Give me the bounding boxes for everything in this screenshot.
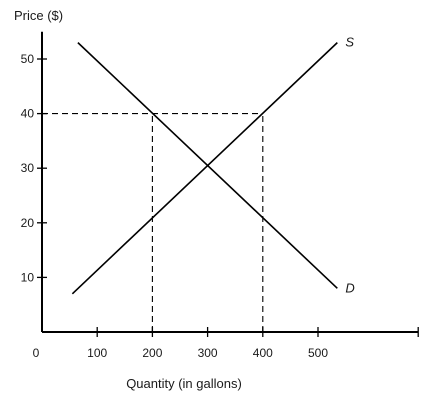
curves: SD [71,35,355,295]
y-tick-label-20: 20 [21,216,35,230]
axes [41,31,419,337]
x-tick-label-400: 400 [253,346,273,360]
x-tick-label-100: 100 [87,346,107,360]
ticks: 10 20 30 40 50 100 200 300 400 500 [21,52,329,360]
curve-label-d: D [345,280,354,295]
y-tick-label-40: 40 [21,107,35,121]
reference-lines [42,113,264,332]
curve-label-s: S [345,35,354,50]
y-tick-label-10: 10 [21,270,35,284]
x-tick-label-300: 300 [198,346,218,360]
curve-d [77,42,338,289]
curve-s [71,42,338,295]
origin-label: 0 [33,346,40,360]
x-tick-label-500: 500 [308,346,328,360]
y-axis-label: Price ($) [14,8,63,23]
y-tick-label-50: 50 [21,52,35,66]
y-tick-label-30: 30 [21,161,35,175]
x-axis-label: Quantity (in gallons) [126,376,242,391]
x-tick-label-200: 200 [142,346,162,360]
